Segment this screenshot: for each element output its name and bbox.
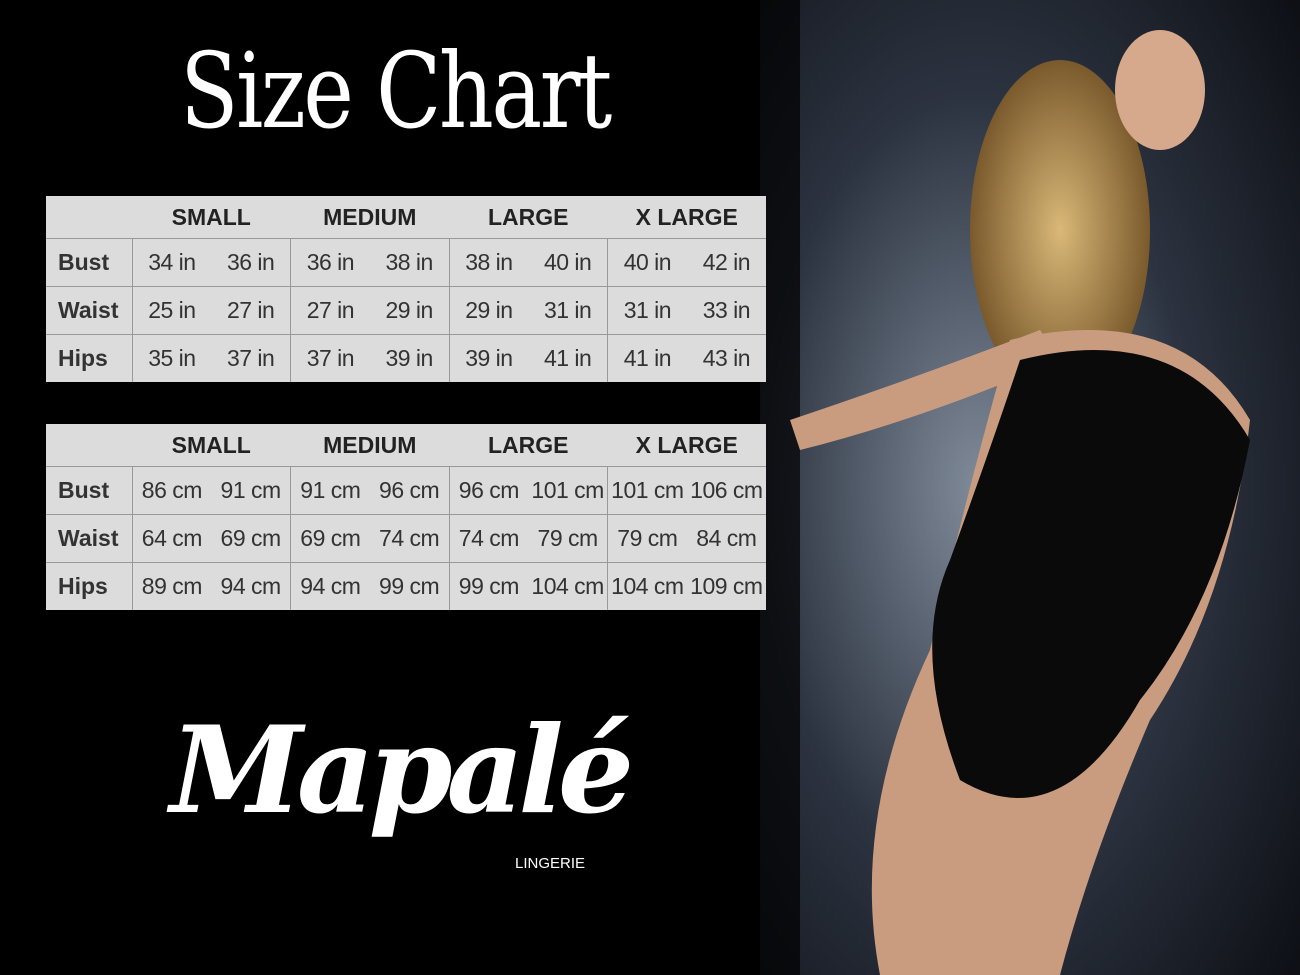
measure-cell: 86 cm bbox=[132, 466, 212, 515]
measure-cell: 38 in bbox=[369, 238, 450, 287]
arm bbox=[790, 330, 1060, 450]
measure-cell: 89 cm bbox=[132, 562, 212, 610]
measure-cell: 74 cm bbox=[369, 514, 450, 563]
measure-cell: 40 in bbox=[528, 238, 609, 287]
measure-cell: 42 in bbox=[686, 238, 766, 287]
measure-cell: 41 in bbox=[607, 334, 687, 382]
row-label: Bust bbox=[46, 466, 133, 515]
row-label: Waist bbox=[46, 286, 133, 335]
measure-cell: 40 in bbox=[607, 238, 687, 287]
row-label: Hips bbox=[46, 334, 133, 382]
measure-cell: 39 in bbox=[369, 334, 450, 382]
corner-cell bbox=[46, 424, 132, 467]
measure-cell: 79 cm bbox=[607, 514, 687, 563]
tagline: LINGERIE bbox=[515, 855, 586, 872]
measure-cell: 99 cm bbox=[449, 562, 529, 610]
header-row: SMALL MEDIUM LARGE X LARGE bbox=[46, 196, 766, 239]
photo bbox=[760, 0, 1300, 975]
size-table-inches: SMALL MEDIUM LARGE X LARGE Bust 34 in 36 in 36 … bbox=[46, 196, 766, 382]
bodysuit bbox=[932, 350, 1250, 798]
measure-cell: 94 cm bbox=[211, 562, 292, 610]
measure-cell: 31 in bbox=[528, 286, 609, 335]
measure-cell: 43 in bbox=[686, 334, 766, 382]
measure-cell: 41 in bbox=[528, 334, 609, 382]
measure-cell: 29 in bbox=[449, 286, 529, 335]
size-header: LARGE bbox=[488, 431, 569, 458]
measure-row: Waist 64 cm 69 cm 69 cm 74 cm 74 cm 79 cm 79 cm… bbox=[46, 514, 766, 563]
measure-row: Bust 86 cm 91 cm 91 cm 96 cm 96 cm 101 cm 101 c… bbox=[46, 466, 766, 515]
measure-cell: 69 cm bbox=[211, 514, 292, 563]
measure-cell: 74 cm bbox=[449, 514, 529, 563]
size-header: X LARGE bbox=[635, 203, 738, 230]
measure-cell: 96 cm bbox=[449, 466, 529, 515]
face bbox=[1115, 30, 1205, 150]
measure-cell: 69 cm bbox=[290, 514, 370, 563]
hair bbox=[970, 60, 1150, 400]
measure-cell: 84 cm bbox=[686, 514, 766, 563]
measure-cell: 31 in bbox=[607, 286, 687, 335]
measure-cell: 39 in bbox=[449, 334, 529, 382]
measure-cell: 34 in bbox=[132, 238, 212, 287]
measure-cell: 104 cm bbox=[528, 562, 609, 610]
corner-cell bbox=[46, 196, 132, 239]
brand-logo: Mapalé bbox=[170, 700, 634, 841]
row-label: Hips bbox=[46, 562, 133, 610]
row-label: Bust bbox=[46, 238, 133, 287]
size-table-cm: SMALL MEDIUM LARGE X LARGE Bust 86 cm 91 cm 91 … bbox=[46, 424, 766, 610]
measure-cell: 36 in bbox=[290, 238, 370, 287]
measure-cell: 29 in bbox=[369, 286, 450, 335]
measure-cell: 91 cm bbox=[290, 466, 370, 515]
measure-row: Hips 89 cm 94 cm 94 cm 99 cm 99 cm 104 cm 104 c… bbox=[46, 562, 766, 610]
measure-cell: 27 in bbox=[290, 286, 370, 335]
measure-cell: 64 cm bbox=[132, 514, 212, 563]
shadow bbox=[760, 0, 800, 975]
size-header: MEDIUM bbox=[323, 203, 417, 230]
header-row: SMALL MEDIUM LARGE X LARGE bbox=[46, 424, 766, 467]
row-label: Waist bbox=[46, 514, 133, 563]
size-header: LARGE bbox=[488, 203, 569, 230]
measure-cell: 96 cm bbox=[369, 466, 450, 515]
title: Size Chart bbox=[180, 30, 612, 152]
measure-cell: 109 cm bbox=[686, 562, 766, 610]
measure-cell: 37 in bbox=[211, 334, 292, 382]
measure-cell: 91 cm bbox=[211, 466, 292, 515]
measure-cell: 36 in bbox=[211, 238, 292, 287]
measure-cell: 38 in bbox=[449, 238, 529, 287]
size-header: SMALL bbox=[171, 431, 251, 458]
measure-cell: 106 cm bbox=[686, 466, 766, 515]
measure-row: Hips 35 in 37 in 37 in 39 in 39 in 41 in 41 in 4… bbox=[46, 334, 766, 382]
measure-cell: 79 cm bbox=[528, 514, 609, 563]
measure-cell: 99 cm bbox=[369, 562, 450, 610]
measure-cell: 101 cm bbox=[607, 466, 687, 515]
measure-cell: 25 in bbox=[132, 286, 212, 335]
measure-cell: 33 in bbox=[686, 286, 766, 335]
measure-row: Waist 25 in 27 in 27 in 29 in 29 in 31 in 31 in… bbox=[46, 286, 766, 335]
measure-cell: 27 in bbox=[211, 286, 292, 335]
measure-cell: 94 cm bbox=[290, 562, 370, 610]
measure-cell: 104 cm bbox=[607, 562, 687, 610]
measure-cell: 35 in bbox=[132, 334, 212, 382]
measure-cell: 37 in bbox=[290, 334, 370, 382]
size-header: MEDIUM bbox=[323, 431, 417, 458]
measure-row: Bust 34 in 36 in 36 in 38 in 38 in 40 in 40 in 4… bbox=[46, 238, 766, 287]
size-header: X LARGE bbox=[635, 431, 738, 458]
measure-cell: 101 cm bbox=[528, 466, 609, 515]
size-header: SMALL bbox=[171, 203, 251, 230]
